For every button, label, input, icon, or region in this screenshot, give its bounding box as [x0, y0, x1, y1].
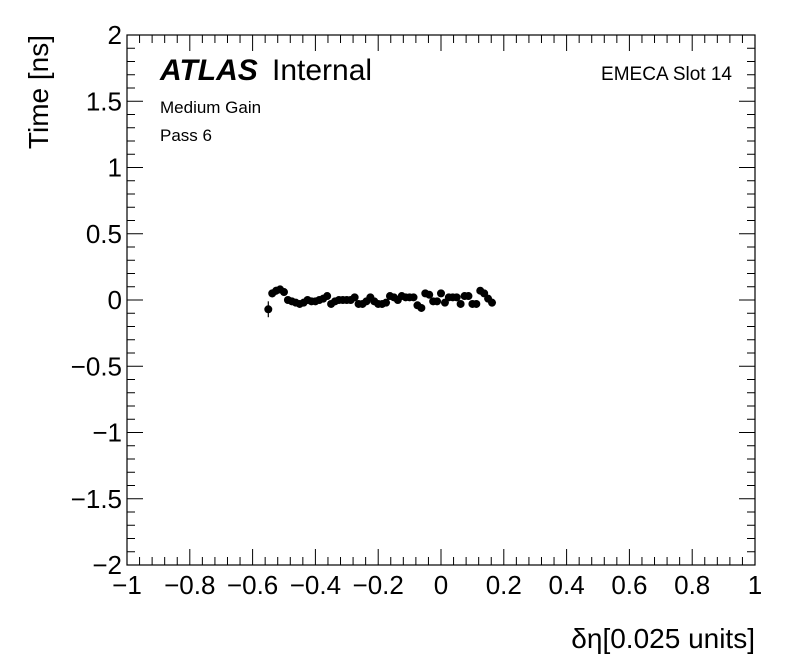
- y-tick-label: −1.5: [71, 484, 122, 514]
- x-tick-label: 0: [434, 570, 448, 600]
- slot-label: EMECA Slot 14: [601, 64, 732, 85]
- y-axis-title: Time [ns]: [23, 35, 54, 149]
- point-marker: [382, 298, 391, 307]
- point-marker: [456, 299, 465, 308]
- data-point: [452, 293, 461, 302]
- x-tick-label: −0.4: [290, 570, 341, 600]
- point-marker: [452, 293, 461, 302]
- point-marker: [350, 293, 359, 302]
- atlas-label: ATLAS: [159, 54, 258, 87]
- data-point: [280, 288, 288, 297]
- point-marker: [425, 290, 434, 299]
- data-point: [323, 292, 332, 301]
- gain-label: Medium Gain: [160, 98, 261, 117]
- y-tick-label: 1: [108, 153, 122, 183]
- x-axis-title: δη[0.025 units]: [571, 623, 755, 654]
- point-marker: [472, 299, 481, 308]
- x-tick-label: −0.8: [164, 570, 215, 600]
- point-marker: [280, 288, 288, 297]
- point-marker: [323, 292, 332, 301]
- x-tick-label: −0.2: [353, 570, 404, 600]
- point-marker: [464, 292, 473, 301]
- y-tick-label: 0.5: [86, 219, 122, 249]
- x-tick-label: 0.6: [611, 570, 647, 600]
- x-tick-label: 0.4: [549, 570, 585, 600]
- data-point: [456, 299, 465, 308]
- y-tick-label: −0.5: [71, 351, 122, 381]
- y-tick-label: 2: [108, 20, 122, 50]
- data-point: [425, 290, 434, 299]
- axis-ticks: [126, 34, 756, 566]
- pass-label: Pass 6: [160, 126, 212, 145]
- data-point: [472, 299, 481, 308]
- x-tick-labels: −1 −0.8 −0.6 −0.4 −0.2 0 0.2 0.4 0.6 0.8 1: [112, 570, 762, 600]
- data-point: [350, 293, 359, 302]
- x-tick-label: 0.2: [486, 570, 522, 600]
- point-marker: [417, 303, 426, 312]
- point-marker: [264, 305, 273, 314]
- point-marker: [433, 297, 442, 306]
- x-tick-label: −1: [112, 570, 142, 600]
- y-tick-label: −1: [92, 418, 122, 448]
- point-marker: [437, 289, 445, 298]
- y-tick-labels: −2 −1.5 −1 −0.5 0 0.5 1 1.5 2: [71, 20, 122, 580]
- data-point: [464, 292, 473, 301]
- point-marker: [488, 298, 497, 307]
- y-tick-label: −2: [92, 550, 122, 580]
- data-point: [437, 289, 445, 298]
- data-points: [264, 285, 497, 318]
- y-tick-label: 1.5: [86, 86, 122, 116]
- y-tick-label: 0: [108, 285, 122, 315]
- data-point: [488, 298, 497, 307]
- x-tick-label: 0.8: [674, 570, 710, 600]
- internal-label: Internal: [272, 54, 372, 87]
- x-tick-label: −0.6: [227, 570, 278, 600]
- data-point: [409, 293, 418, 302]
- data-point: [417, 303, 426, 312]
- point-marker: [409, 293, 418, 302]
- x-tick-label: 1: [748, 570, 762, 600]
- data-point: [382, 298, 391, 307]
- data-point: [433, 297, 442, 306]
- data-point: [264, 301, 273, 318]
